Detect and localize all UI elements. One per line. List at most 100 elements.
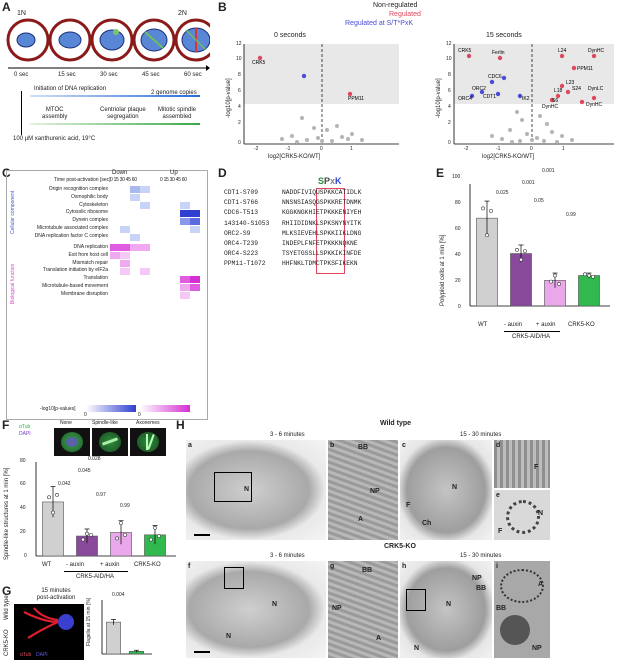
b-right-ytick-0: 0 <box>448 140 451 146</box>
d-site: PPM11-T1072 <box>224 260 266 268</box>
data-point <box>515 247 519 252</box>
f-ytick: 20 <box>20 529 26 535</box>
h-label-n-f: N <box>272 601 278 608</box>
h-label-np-h: NP <box>472 575 482 582</box>
data-point <box>591 274 595 279</box>
h-label-np-i: NP <box>532 645 542 652</box>
h-em-e: e N F <box>494 490 550 540</box>
f-type-axonemes: Axonemes <box>136 420 160 426</box>
h-sub-b: b <box>330 442 335 449</box>
h-em-a: a N <box>186 440 326 540</box>
time-30: 30 sec <box>100 72 118 78</box>
panel-label-a: A <box>2 0 11 14</box>
c-scale-magenta <box>140 405 190 412</box>
centriolar-text: Centriolar plaque segregation <box>100 107 146 120</box>
f-pval: 0.99 <box>120 503 130 509</box>
label-l24: L24 <box>558 48 567 54</box>
f-ylabel: Spindle-like structures at 1 min [%] <box>4 467 10 560</box>
g-row-ko: CRK5-KO <box>4 629 10 656</box>
g-title: 15 minutes post-activation <box>36 588 76 601</box>
h-label-n: N <box>244 486 250 493</box>
c-row: Microtubule associated complex <box>36 224 108 231</box>
cell-45s <box>132 18 176 62</box>
b-left-xtick-0: 0 <box>320 146 323 152</box>
data-point <box>519 257 523 262</box>
h-em-c: c N F Ch <box>400 440 492 540</box>
dna-replication-bar <box>30 95 200 97</box>
d-site: ORC4-S223 <box>224 250 259 258</box>
label-dynhc-1: DynHC <box>588 48 605 54</box>
b-right-xtick-m1: -1 <box>496 146 501 152</box>
c-time-ticks-down: 0 15 30 45 60 <box>110 177 137 183</box>
activation-arrow <box>21 91 22 135</box>
b-left-ytick-12: 12 <box>236 41 242 47</box>
c-row: Mismatch repair <box>72 259 108 266</box>
g-images: αTub DAPI <box>14 604 84 660</box>
f-image-none <box>54 428 90 456</box>
e-pval: 0.99 <box>566 212 576 218</box>
label-ferlin: Ferlin <box>492 50 505 56</box>
g-pval: 0.004 <box>112 592 125 598</box>
label-s24: S24 <box>572 86 581 92</box>
e-pval: 0.05 <box>534 198 544 204</box>
f-ytick: 60 <box>20 481 26 487</box>
h-label-n-e: N <box>538 510 544 517</box>
d-seq: MLKSIEVEHLSPKKIIKLDNG <box>282 229 362 237</box>
volcano-left-title: 0 seconds <box>274 32 306 39</box>
c-row: Osmophilic body <box>71 193 108 200</box>
legend-non-regulated: Non-regulated <box>373 2 418 9</box>
b-right-ytick-8: 8 <box>448 72 451 78</box>
h-sub-g: g <box>330 563 335 570</box>
g-legend-dapi: DAPI <box>36 652 48 658</box>
c-row: Translation initiation by eIF2a <box>42 267 108 274</box>
data-point <box>489 208 493 213</box>
b-right-ytick-6: 6 <box>448 88 451 94</box>
b-left-ytick-2: 2 <box>238 120 241 126</box>
e-pval: 0.025 <box>496 190 509 196</box>
label-orc4: ORC4 <box>458 96 472 102</box>
label-cdt1: CDT1 <box>483 94 496 100</box>
d-seq: INDEPLFNFETPKKKNQKNE <box>282 240 358 248</box>
e-pval: 0.001 <box>522 180 535 186</box>
c-row: Origin recognition complex <box>48 186 108 192</box>
d-site: ORC2-S9 <box>224 229 251 237</box>
e-ytick: 100 <box>452 174 461 180</box>
panel-label-d: D <box>218 166 227 180</box>
e-cat: WT <box>478 322 488 328</box>
h-wt-title: Wild type <box>380 420 412 427</box>
g-legend-atub: αTub <box>20 652 32 658</box>
f-pval: 0.97 <box>96 492 106 498</box>
e-cat: + auxin <box>536 322 556 328</box>
d-motif-box <box>316 188 345 274</box>
c-bp-rows: DNA replication Exit from host cell Mism… <box>18 244 108 299</box>
c-cc-label: Cellular component <box>10 190 16 234</box>
data-point <box>55 493 59 497</box>
c-heatmap <box>110 186 200 299</box>
data-point <box>47 495 51 500</box>
f-pval: 0.045 <box>78 468 91 474</box>
f-legend-dapi: DAPI <box>19 431 31 437</box>
h-label-np: NP <box>370 488 380 495</box>
c-cc-rows: Origin recognition complex Osmophilic bo… <box>18 186 108 241</box>
h-em-g: g BB NP A <box>328 561 398 658</box>
c-scale-label: -log10[p-values] <box>40 406 76 412</box>
c-down-label: Down <box>112 170 128 176</box>
h-sub-a: a <box>188 442 192 449</box>
d-site: CDT1-S766 <box>224 199 259 207</box>
b-right-ytick-12: 12 <box>446 41 452 47</box>
data-point <box>587 273 591 278</box>
h-ko-title: CRK5-KO <box>384 543 416 550</box>
f-ytick: 40 <box>20 505 26 511</box>
label-crk5-left: CRK5 <box>252 60 266 66</box>
f-ytick: 0 <box>24 553 27 559</box>
h-em-b: b BB NP A <box>328 440 398 540</box>
c-time-ticks-up: 0 15 30 45 60 <box>160 177 187 183</box>
h-sub-h: h <box>402 563 407 570</box>
label-l23: L23 <box>566 80 575 86</box>
label-2n: 2N <box>178 10 187 17</box>
h-sub-e: e <box>496 492 500 499</box>
f-type-spindle: Spindle-like <box>92 420 118 426</box>
c-row: Exit from host cell <box>68 251 108 258</box>
c-bp-label: Biological function <box>10 263 16 304</box>
e-ytick: 60 <box>455 226 461 232</box>
